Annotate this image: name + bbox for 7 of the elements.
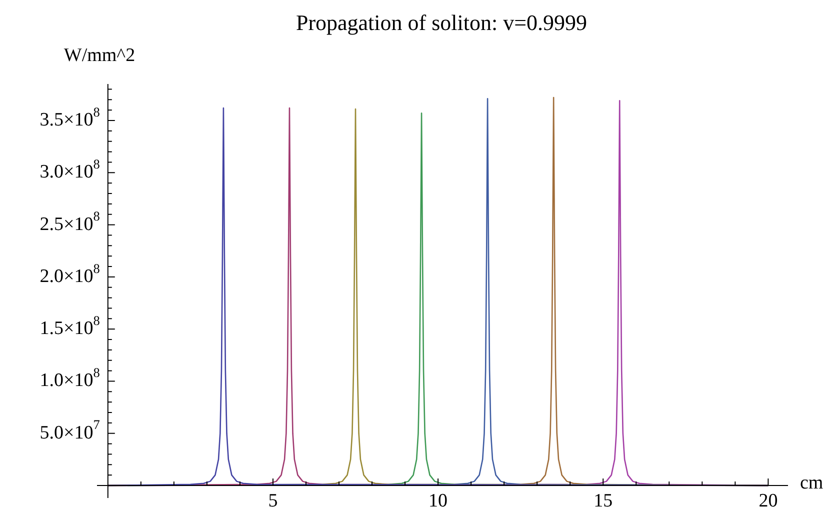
x-axis-title: cm: [800, 472, 824, 494]
x-tick-label: 10: [428, 490, 448, 512]
x-tick-label: 20: [758, 490, 778, 512]
chart-title: Propagation of soliton: v=0.9999: [296, 10, 588, 35]
x-tick-label: 5: [268, 490, 278, 512]
x-tick-label: 15: [594, 490, 613, 512]
y-axis-title: W/mm^2: [64, 44, 136, 66]
